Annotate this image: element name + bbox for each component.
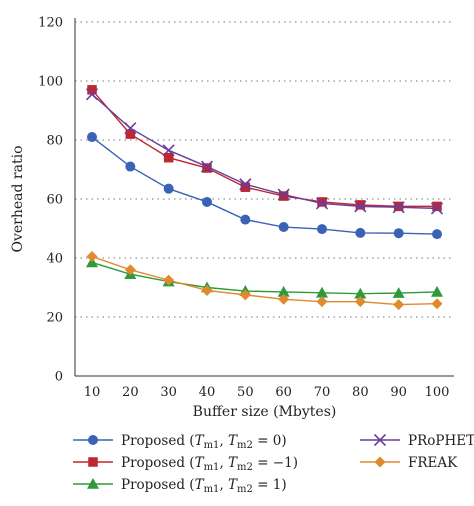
legend-label: PRoPHET	[408, 433, 474, 449]
data-point	[202, 196, 212, 207]
x-tick-label: 80	[352, 385, 369, 400]
data-point	[277, 188, 290, 201]
data-point	[124, 122, 137, 135]
data-point	[202, 163, 212, 173]
data-point	[278, 191, 289, 201]
y-tick-label: 20	[46, 311, 63, 326]
data-point	[317, 224, 327, 235]
data-point	[355, 227, 366, 238]
data-point	[125, 129, 136, 139]
axes	[74, 18, 454, 377]
series-5	[86, 251, 443, 311]
data-point	[355, 200, 366, 210]
y-tick-label: 0	[55, 370, 63, 385]
series-line	[91, 89, 437, 208]
series-3	[86, 256, 443, 299]
x-tick-label: 60	[275, 385, 292, 400]
data-point	[430, 202, 444, 215]
legend-swatch-marker	[88, 457, 98, 467]
data-point	[124, 264, 136, 276]
legend: Proposed (Tm1, Tm2 = 0) Proposed (Tm1, Tm…	[73, 433, 474, 495]
legend-entry: PRoPHET	[360, 433, 474, 449]
data-point	[239, 289, 251, 301]
series-line	[91, 255, 438, 306]
data-point	[163, 183, 174, 194]
legend-label: Proposed (Tm1, Tm2 = 1)	[121, 477, 287, 495]
x-tick-label: 50	[237, 385, 254, 400]
data-point	[240, 182, 251, 192]
x-tick-label: 10	[84, 385, 101, 400]
series-line	[91, 136, 438, 235]
y-axis-label: Overhead ratio	[10, 146, 26, 253]
data-point	[392, 201, 405, 214]
data-point	[200, 160, 214, 173]
data-point	[163, 274, 175, 286]
data-point	[354, 296, 366, 308]
data-point	[87, 132, 97, 143]
x-tick-label: 20	[122, 385, 139, 400]
data-series	[85, 85, 444, 311]
y-tick-label: 80	[46, 134, 63, 149]
y-tick-label: 40	[46, 252, 63, 267]
data-point	[162, 144, 175, 157]
data-point	[316, 296, 328, 308]
data-point	[432, 201, 442, 212]
data-point	[85, 88, 99, 101]
data-point	[278, 222, 289, 233]
legend-entry: FREAK	[360, 455, 458, 471]
legend-swatch-marker	[88, 435, 98, 445]
data-point	[393, 228, 404, 239]
data-point	[278, 293, 290, 305]
data-point	[201, 284, 213, 296]
series-line	[91, 93, 438, 210]
x-tick-label: 70	[314, 385, 331, 400]
legend-entry: Proposed (Tm1, Tm2 = 0)	[73, 433, 287, 451]
data-point	[431, 285, 443, 297]
legend-label: Proposed (Tm1, Tm2 = 0)	[121, 433, 287, 451]
x-tick-label: 30	[160, 385, 177, 400]
data-point	[316, 286, 328, 298]
data-point	[86, 251, 98, 263]
data-point	[163, 152, 174, 163]
legend-label: Proposed (Tm1, Tm2 = −1)	[121, 455, 298, 473]
data-point	[125, 161, 136, 172]
series-line	[91, 261, 438, 295]
x-tick-label: 40	[199, 385, 216, 400]
legend-swatch-marker	[373, 433, 387, 447]
data-point	[317, 197, 327, 207]
legend-entry: Proposed (Tm1, Tm2 = 1)	[73, 477, 287, 495]
legend-entry: Proposed (Tm1, Tm2 = −1)	[73, 455, 298, 473]
x-tick-label: 100	[425, 385, 450, 400]
y-tick-label: 100	[38, 75, 63, 90]
data-point	[240, 214, 251, 225]
data-point	[239, 178, 252, 191]
data-point	[393, 299, 405, 311]
x-tick-label: 90	[390, 385, 407, 400]
y-tick-labels: 0 20 40 60 80 100 120	[38, 16, 63, 385]
data-point	[87, 85, 97, 95]
data-point	[354, 287, 367, 299]
series-4	[85, 88, 444, 215]
data-point	[277, 285, 290, 297]
legend-label: FREAK	[408, 455, 458, 471]
legend-swatch-marker	[87, 478, 99, 489]
data-point	[432, 229, 442, 240]
data-point	[315, 197, 329, 210]
legend-swatch-marker	[374, 456, 386, 468]
data-point	[392, 287, 405, 298]
y-tick-label: 60	[46, 193, 63, 208]
series-1	[87, 132, 442, 240]
data-point	[354, 200, 367, 213]
x-axis-label: Buffer size (Mbytes)	[193, 404, 337, 420]
x-tick-labels: 10 20 30 40 50 60 70 80 90 100	[84, 385, 450, 400]
series-2	[87, 85, 442, 212]
data-point	[431, 298, 443, 310]
y-tick-label: 120	[38, 16, 63, 31]
